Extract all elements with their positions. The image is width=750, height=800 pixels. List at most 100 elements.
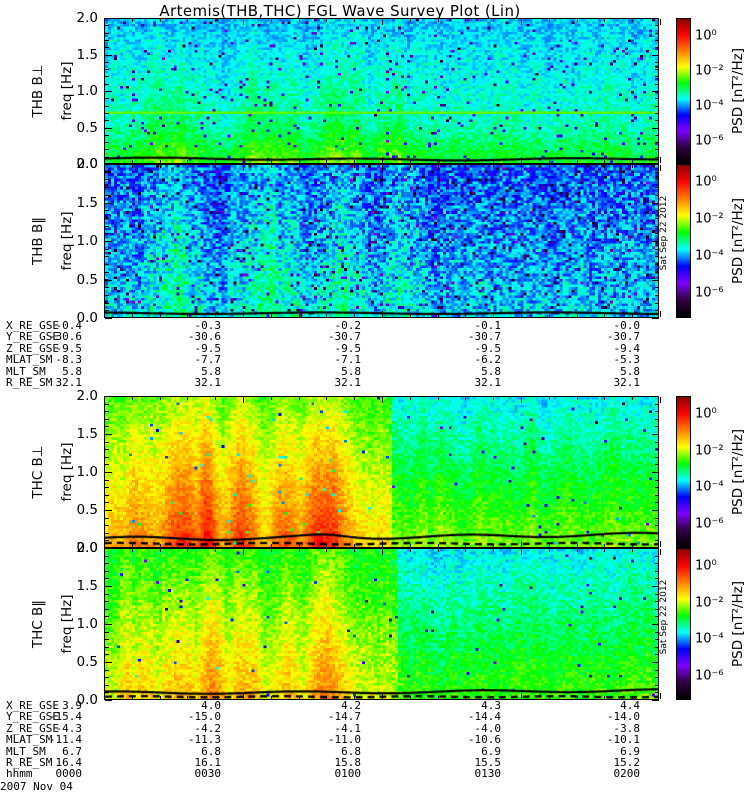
- annotation-value: 4.0: [201, 699, 221, 712]
- axis-tick: [655, 171, 659, 173]
- axis-tick: [655, 449, 659, 451]
- axis-tick: [105, 164, 112, 165]
- colorbar-title: PSD [nT²/Hz]: [730, 581, 746, 667]
- axis-tick: [354, 165, 356, 168]
- axis-tick: [632, 19, 634, 22]
- axis-tick: [105, 39, 109, 41]
- axis-tick: [604, 549, 606, 552]
- axis-tick: [655, 210, 659, 212]
- axis-tick: [105, 134, 109, 136]
- annotation-label: Z_RE_GSE: [6, 721, 59, 735]
- axis-tick: [105, 310, 109, 312]
- axis-tick: [632, 397, 634, 400]
- annotation-block-top: X_RE_GSE -0.4 -0.3 -0.2 -0.1 -0.0 Y_RE_GSE -30.…: [6, 319, 706, 389]
- axis-tick: [655, 601, 659, 603]
- y-axis-title: freq [Hz]: [59, 211, 75, 271]
- axis-tick: [655, 112, 659, 114]
- annotation-value: 6.8: [341, 744, 361, 758]
- axis-tick: [105, 517, 109, 519]
- annotation-row: Y_RE_GSE -30.6 -30.6 -30.7 -30.7 -30.7: [6, 330, 706, 344]
- axis-tick: [105, 264, 109, 266]
- annotation-value: -30.7: [327, 330, 361, 344]
- annotation-value: -7.1: [334, 353, 362, 367]
- axis-tick: [105, 403, 109, 405]
- colorbar-tick-label: 10⁻⁶: [695, 133, 724, 149]
- axis-tick: [655, 25, 659, 27]
- y-tick-label: 1.5: [76, 426, 98, 442]
- axis-tick: [604, 160, 606, 163]
- axis-tick: [104, 397, 105, 403]
- axis-tick: [655, 563, 659, 565]
- annotation-label: Z_RE_GSE: [6, 341, 59, 355]
- colorbar: [676, 396, 691, 548]
- annotation-value: 5.8: [62, 364, 82, 378]
- axis-tick: [655, 194, 659, 196]
- axis-tick: [105, 287, 109, 289]
- axis-tick: [105, 98, 109, 100]
- axis-tick: [104, 693, 105, 699]
- axis-tick: [655, 525, 659, 527]
- axis-tick: [548, 19, 550, 22]
- axis-tick: [382, 19, 383, 25]
- axis-tick: [493, 160, 495, 163]
- y-axis-ticklabels: 2.0 1.5 1.0 0.5 0.0: [60, 156, 98, 326]
- axis-tick: [576, 397, 578, 400]
- axis-tick: [187, 544, 189, 547]
- axis-tick: [655, 570, 659, 572]
- colorbar-title: PSD [nT²/Hz]: [730, 48, 746, 134]
- axis-tick: [105, 472, 112, 473]
- colorbar-tick-label: 10⁰: [695, 406, 717, 422]
- axis-tick: [655, 411, 659, 413]
- annotation-value: -4.2: [194, 721, 222, 735]
- axis-tick: [382, 311, 383, 317]
- axis-tick: [521, 157, 522, 163]
- axis-tick: [104, 165, 105, 171]
- annotation-value: -9.5: [194, 341, 222, 355]
- axis-tick: [105, 127, 112, 129]
- axis-tick: [604, 544, 606, 547]
- annotation-value: -0.4: [55, 319, 83, 332]
- y-tick-label: 0.5: [76, 119, 98, 136]
- annotation-value: -6.2: [474, 353, 502, 367]
- axis-tick: [215, 165, 217, 168]
- panel-label-thc-par: THC B‖: [30, 599, 46, 649]
- axis-tick: [437, 544, 439, 547]
- annotation-value: 6.7: [62, 744, 82, 758]
- axis-tick: [655, 120, 659, 122]
- y-tick-label: 1.5: [76, 578, 98, 594]
- y-axis-title: freq [Hz]: [59, 442, 75, 502]
- axis-tick: [655, 61, 659, 63]
- axis-tick: [521, 311, 522, 317]
- y-tick-label: 0.0: [76, 540, 98, 556]
- axis-tick: [632, 160, 634, 163]
- axis-tick: [105, 217, 109, 219]
- axis-tick: [243, 693, 244, 699]
- axis-tick: [576, 549, 578, 552]
- axis-tick: [270, 544, 272, 547]
- y-tick-label: 2.0: [76, 540, 98, 556]
- colorbar: [676, 164, 691, 318]
- axis-tick: [105, 233, 109, 235]
- axis-tick: [655, 578, 659, 580]
- annotation-value: 0100: [334, 767, 362, 781]
- colorbar-title: PSD [nT²/Hz]: [730, 198, 746, 284]
- annotation-value: -9.5: [474, 341, 502, 355]
- axis-tick: [655, 302, 659, 304]
- axis-tick: [604, 19, 606, 22]
- axis-tick: [105, 631, 109, 633]
- annotation-value: 16.1: [194, 755, 222, 769]
- page-title: Artemis(THB,THC) FGL Wave Survey Plot (L…: [159, 2, 521, 20]
- axis-tick: [105, 578, 109, 580]
- y-tick-label: 0.0: [76, 692, 98, 708]
- axis-tick: [105, 279, 112, 281]
- axis-tick: [215, 19, 217, 22]
- axis-tick: [105, 669, 109, 671]
- y-tick-label: 2.0: [76, 388, 98, 404]
- axis-tick: [105, 396, 112, 397]
- axis-tick: [131, 549, 133, 552]
- annotation-row: R_RE_SM 32.1 32.1 32.1 32.1 32.1: [6, 377, 706, 389]
- annotation-value: -15.0: [187, 710, 221, 724]
- axis-tick: [652, 586, 659, 587]
- axis-tick: [105, 510, 112, 511]
- axis-tick: [655, 487, 659, 489]
